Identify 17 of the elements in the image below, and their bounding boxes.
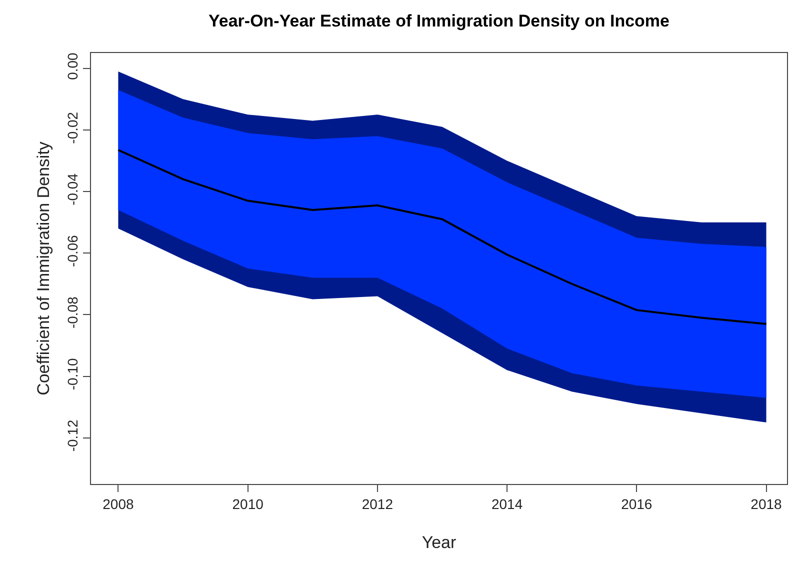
x-tick-label: 2012 <box>362 496 394 512</box>
x-tick-label: 2018 <box>750 496 782 512</box>
chart-title: Year-On-Year Estimate of Immigration Density on Income <box>208 11 670 30</box>
y-tick-label: -0.02 <box>64 112 80 144</box>
x-tick-label: 2016 <box>621 496 652 512</box>
x-tick-label: 2008 <box>102 496 134 512</box>
x-tick-label: 2010 <box>232 496 264 512</box>
x-axis-title: Year <box>422 533 457 552</box>
y-axis-title: Coefficient of Immigration Density <box>34 141 53 396</box>
x-tick-label: 2014 <box>491 496 523 512</box>
y-tick-label: -0.04 <box>64 173 80 206</box>
y-tick-label: -0.12 <box>64 420 80 452</box>
y-tick-label: -0.10 <box>64 358 80 390</box>
line-series <box>117 148 768 325</box>
y-tick-label: -0.06 <box>64 234 80 267</box>
y-tick-label: 0.00 <box>64 52 80 80</box>
y-tick-label: -0.08 <box>64 296 80 329</box>
